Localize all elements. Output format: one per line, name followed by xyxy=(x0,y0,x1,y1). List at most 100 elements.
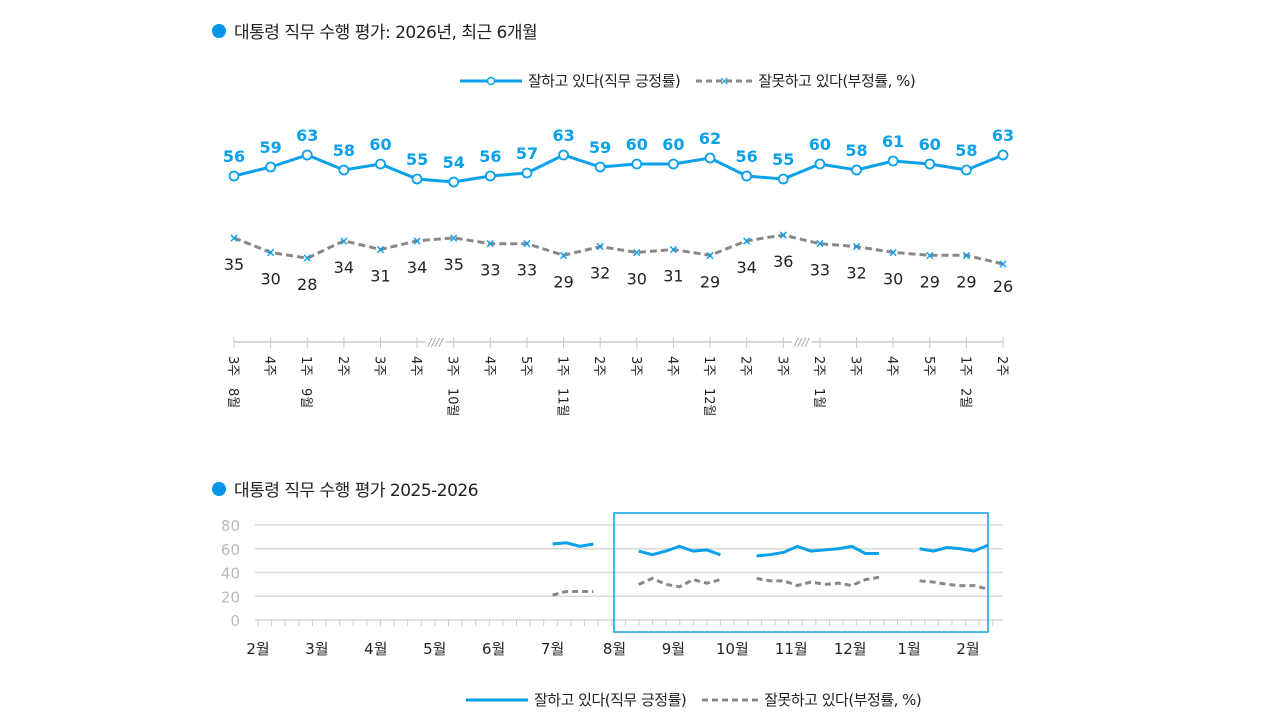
positive-data-label: 56 xyxy=(223,147,245,166)
positive-point-marker xyxy=(631,158,643,170)
positive-point-marker xyxy=(997,149,1009,161)
legend-solid-line-icon xyxy=(466,698,528,701)
negative-data-label: 36 xyxy=(773,252,793,271)
positive-data-label: 56 xyxy=(479,147,501,166)
x-tick-label-week: 1주 xyxy=(555,356,570,376)
positive-point-marker xyxy=(594,161,606,173)
positive-point-marker xyxy=(265,161,277,173)
positive-point-marker xyxy=(924,158,936,170)
negative-series-segment xyxy=(756,575,880,588)
legend-positive: 잘하고 있다(직무 긍정률) xyxy=(534,691,687,709)
positive-data-label: 60 xyxy=(626,135,648,154)
highlight-box xyxy=(613,512,989,633)
negative-point-marker: × xyxy=(412,234,422,248)
negative-point-marker: × xyxy=(632,245,642,259)
negative-data-label: 33 xyxy=(517,261,537,280)
positive-data-label: 59 xyxy=(589,138,611,157)
x-tick-label-week: 3주 xyxy=(628,356,643,376)
y-tick-label: 0 xyxy=(230,612,240,630)
x-tick-label-month: 2월 xyxy=(957,388,972,408)
positive-data-label: 60 xyxy=(369,135,391,154)
y-tick-label: 20 xyxy=(221,588,240,606)
x-tick-label-month: 11월 xyxy=(775,640,808,658)
x-tick-label-week: 5주 xyxy=(518,356,533,376)
negative-data-label: 29 xyxy=(553,272,573,291)
negative-series-segment xyxy=(552,590,594,597)
y-tick-label: 60 xyxy=(221,541,240,559)
negative-data-label: 35 xyxy=(444,255,464,274)
positive-point-marker xyxy=(375,158,386,170)
x-tick-label-month: 1월 xyxy=(897,640,920,658)
positive-point-marker xyxy=(777,173,789,185)
negative-point-marker: × xyxy=(449,231,459,245)
x-tick-label-week: 3주 xyxy=(848,356,863,376)
negative-point-marker: × xyxy=(375,243,385,257)
x-tick-label-week: 3주 xyxy=(371,356,386,376)
negative-data-label: 32 xyxy=(590,264,610,283)
x-tick-label-week: 4주 xyxy=(884,356,899,376)
negative-point-marker: × xyxy=(851,240,861,254)
positive-point-marker xyxy=(448,176,460,188)
x-tick-label-week: 5주 xyxy=(921,356,936,376)
x-tick-label-month: 2월 xyxy=(956,640,979,658)
positive-series-line xyxy=(233,153,1004,184)
x-tick-label-week: 4주 xyxy=(664,356,679,376)
positive-point-marker xyxy=(741,170,753,182)
negative-point-marker: × xyxy=(229,231,239,245)
x-tick-label-month: 9월 xyxy=(662,640,685,658)
positive-data-label: 58 xyxy=(333,141,355,160)
positive-data-label: 62 xyxy=(699,129,721,148)
negative-data-label: 29 xyxy=(920,272,940,291)
x-tick-label-week: 1주 xyxy=(701,356,716,376)
negative-data-label: 33 xyxy=(480,261,500,280)
legend-dashed-x-icon: × xyxy=(696,75,753,87)
negative-data-label: 28 xyxy=(297,275,317,294)
x-tick-label-month: 1월 xyxy=(811,388,826,408)
positive-data-label: 55 xyxy=(772,150,794,169)
negative-point-marker: × xyxy=(485,237,495,251)
x-tick-label-month: 8월 xyxy=(603,640,626,658)
positive-series-segment xyxy=(552,541,594,548)
x-tick-label-week: 2주 xyxy=(591,356,606,376)
positive-data-label: 54 xyxy=(443,153,465,172)
x-tick-label-week: 4주 xyxy=(408,356,423,376)
positive-point-marker xyxy=(814,158,826,170)
negative-data-label: 29 xyxy=(700,272,720,291)
x-tick-label-week: 2주 xyxy=(335,356,350,376)
x-tick-label-month: 4월 xyxy=(364,640,387,658)
x-tick-label-month: 8월 xyxy=(225,388,240,408)
axis-break-mark: //// xyxy=(793,336,810,349)
positive-data-label: 60 xyxy=(809,135,831,154)
negative-data-label: 34 xyxy=(736,258,756,277)
negative-point-marker: × xyxy=(522,237,532,251)
x-tick-label-week: 1주 xyxy=(298,356,313,376)
positive-data-label: 57 xyxy=(516,144,538,163)
x-tick-label-week: 1주 xyxy=(957,356,972,376)
top-legend: 잘하고 있다(직무 긍정률) × 잘못하고 있다(부정률, %) xyxy=(460,70,916,91)
negative-data-label: 30 xyxy=(627,269,647,288)
x-tick-label-month: 12월 xyxy=(701,388,716,417)
positive-data-label: 63 xyxy=(552,126,574,145)
legend-negative: 잘못하고 있다(부정률, %) xyxy=(758,72,916,90)
x-tick-label-month: 12월 xyxy=(834,640,867,658)
negative-data-label: 32 xyxy=(846,264,866,283)
axis-break-gap xyxy=(425,337,446,345)
negative-point-marker: × xyxy=(888,245,898,259)
positive-data-label: 56 xyxy=(736,147,758,166)
negative-series-line xyxy=(233,233,1004,266)
negative-point-marker: × xyxy=(668,243,678,257)
negative-data-label: 31 xyxy=(663,267,683,286)
positive-data-label: 60 xyxy=(919,135,941,154)
positive-point-marker xyxy=(411,173,423,185)
negative-point-marker: × xyxy=(742,234,752,248)
positive-data-label: 59 xyxy=(259,138,281,157)
x-tick-label-week: 2주 xyxy=(994,356,1009,376)
positive-point-marker xyxy=(960,164,972,176)
y-tick-label: 80 xyxy=(221,517,240,535)
positive-data-label: 61 xyxy=(882,132,904,151)
legend-negative: 잘못하고 있다(부정률, %) xyxy=(764,691,922,709)
legend-solid-circle-icon xyxy=(460,76,522,85)
negative-point-marker: × xyxy=(559,248,569,262)
x-tick-label-week: 3주 xyxy=(225,356,240,376)
